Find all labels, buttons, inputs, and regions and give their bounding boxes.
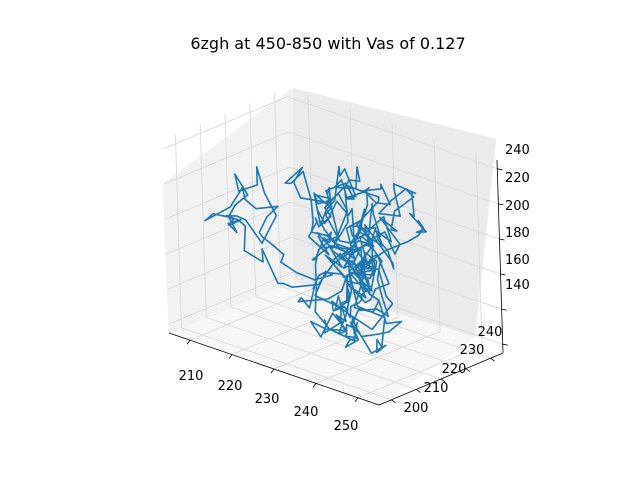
grid-line-z [287, 96, 498, 170]
y-tick-label-240: 240 [478, 325, 503, 340]
series-line [204, 165, 427, 354]
y-tick-label-200: 200 [404, 401, 429, 416]
grid-line-x [391, 123, 399, 318]
y-tick-label-230: 230 [460, 343, 485, 358]
x-tick-label-220: 220 [218, 379, 243, 394]
grid-line-z [168, 271, 293, 325]
grid-line-z [288, 131, 499, 205]
grid-line-y [175, 134, 182, 328]
grid-line-y [206, 317, 417, 390]
grid-line-x [475, 152, 483, 346]
grid-line-z [166, 201, 291, 255]
grid-line-z [167, 236, 292, 290]
grid-line-z [164, 131, 289, 185]
tick-mark-z [502, 343, 508, 346]
grid-line-y [199, 124, 207, 318]
grid-line-y [181, 327, 392, 401]
x-tick-label-210: 210 [179, 369, 204, 384]
tick-mark-x [186, 339, 191, 345]
series-trace-group [204, 165, 427, 354]
z-tick-label-200: 200 [505, 199, 530, 214]
grid-lines [163, 93, 503, 401]
z-tick-label-240: 240 [505, 143, 530, 158]
tick-mark-x [228, 354, 233, 359]
grid-line-z [289, 166, 500, 240]
x-axis: 210 220 230 240 250 [179, 369, 359, 434]
tick-mark-z [500, 273, 506, 276]
tick-mark-x [270, 368, 275, 374]
tick-mark-y [415, 389, 421, 393]
x-tick-label-250: 250 [334, 419, 359, 434]
y-axis: 200 210 220 230 240 [404, 325, 503, 416]
z-tick-label-220: 220 [505, 171, 530, 186]
tick-mark-z [501, 308, 507, 311]
y-tick-label-210: 210 [424, 381, 449, 396]
tick-mark-z [498, 203, 504, 206]
grid-line-y [224, 113, 232, 308]
grid-line-z [165, 166, 290, 220]
grid-line-z [292, 271, 503, 345]
y-tick-label-220: 220 [442, 362, 467, 377]
tick-mark-y [465, 368, 471, 372]
grid-line-y [230, 306, 442, 380]
grid-line-z [163, 96, 288, 150]
tick-mark-z [497, 168, 503, 171]
axes-3d: 210 220 230 240 250 200 210 220 230 240 … [162, 87, 530, 434]
tick-mark-x [354, 397, 359, 403]
tick-mark-y [490, 357, 495, 362]
grid-line-x [307, 95, 315, 289]
tick-mark-y [440, 378, 446, 383]
tick-mark-x [312, 383, 317, 388]
grid-line-y [274, 93, 281, 287]
z-axis-line [496, 159, 504, 354]
tick-mark-z [499, 238, 505, 241]
tick-mark-y [391, 399, 396, 404]
grid-line-y [249, 103, 257, 297]
tick-marks [186, 168, 508, 404]
x-tick-label-230: 230 [255, 392, 280, 407]
chart-title: 6zgh at 450-850 with Vas of 0.127 [190, 34, 465, 53]
z-tick-label-160: 160 [505, 253, 530, 268]
x-tick-label-240: 240 [294, 405, 319, 420]
grid-line-x [433, 138, 441, 332]
z-tick-label-180: 180 [505, 226, 530, 241]
grid-line-y [255, 296, 466, 369]
z-axis: 140 160 180 200 220 240 [505, 143, 530, 293]
z-tick-label-140: 140 [505, 278, 530, 293]
